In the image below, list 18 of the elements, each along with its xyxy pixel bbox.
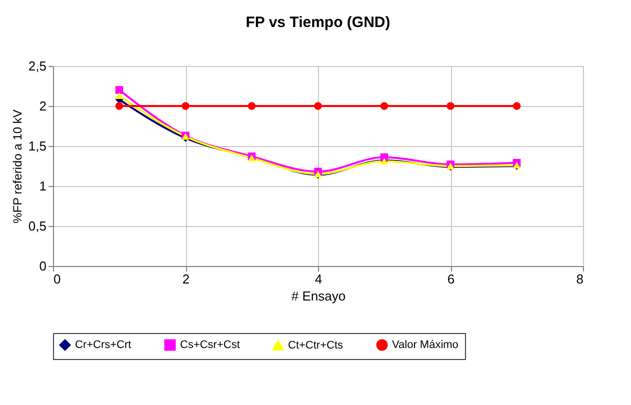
y-tick-label: 1: [39, 178, 46, 194]
legend-label: Ct+Ctr+Cts: [288, 339, 344, 352]
x-tick-label: 2: [182, 272, 190, 286]
y-tick-label: 1,5: [28, 138, 46, 154]
x-tick-label: 4: [314, 272, 322, 286]
y-tick-label: 0,5: [28, 218, 46, 234]
legend-label: Cr+Crs+Crt: [75, 339, 132, 351]
chart-title: FP vs Tiempo (GND): [246, 14, 390, 31]
y-tick-label: 2: [39, 98, 46, 114]
x-axis-title: # Ensayo: [291, 288, 346, 304]
x-tick-label: 6: [447, 272, 455, 286]
legend-label: Valor Máximo: [392, 339, 458, 351]
x-tick-label: 0: [54, 272, 61, 286]
y-axis-title: %FP referido a 10 kV: [10, 110, 24, 224]
x-tick-label: 8: [576, 272, 584, 286]
y-tick-label: 2,5: [28, 58, 46, 74]
legend-label: Cs+Csr+Cst: [180, 339, 240, 351]
y-tick-label: 0: [39, 258, 46, 274]
